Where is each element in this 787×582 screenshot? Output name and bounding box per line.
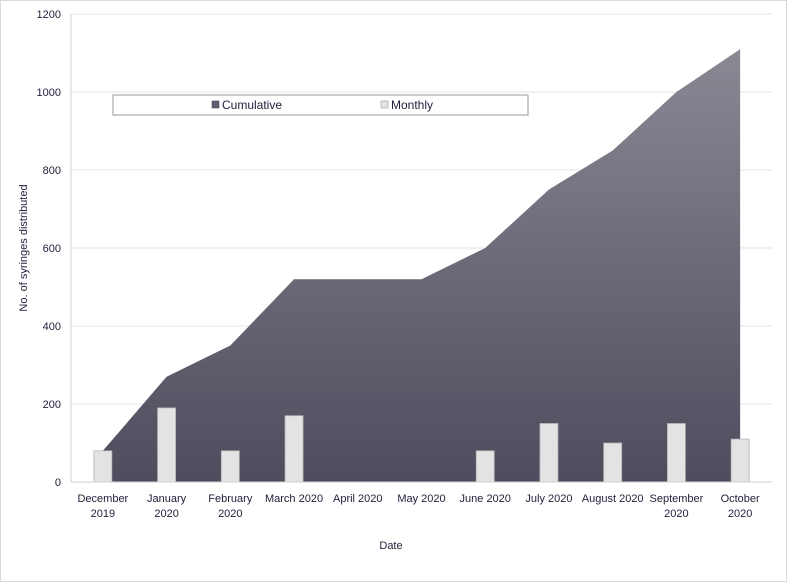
x-tick-label: August 2020 (582, 493, 644, 505)
monthly-series (93, 407, 750, 483)
monthly-bar (157, 407, 176, 483)
legend-cumulative-swatch (211, 100, 220, 109)
x-tick-label: December (77, 493, 128, 505)
legend-monthly-label: Monthly (391, 98, 433, 112)
y-tick-label: 200 (43, 399, 61, 411)
monthly-bar (93, 450, 113, 483)
axes (70, 14, 772, 483)
monthly-bar (667, 423, 686, 483)
x-tick-label: January (147, 493, 187, 505)
y-tick-label: 800 (43, 165, 61, 177)
x-tick-label: 2020 (664, 508, 688, 520)
y-tick-label: 1000 (37, 87, 61, 99)
y-axis-title: No. of syringes distributed (18, 184, 30, 311)
x-tick-label: October (721, 493, 760, 505)
cumulative-series (102, 49, 741, 482)
legend: Cumulative Monthly (112, 94, 529, 116)
x-tick-label: 2019 (91, 508, 115, 520)
monthly-bar (730, 438, 750, 483)
monthly-bar (220, 450, 240, 483)
y-tick-label: 0 (55, 477, 61, 489)
x-tick-label: March 2020 (265, 493, 323, 505)
x-tick-label: June 2020 (460, 493, 511, 505)
x-tick-label: 2020 (728, 508, 752, 520)
x-tick-label: May 2020 (397, 493, 445, 505)
monthly-bar (475, 450, 495, 483)
monthly-bar (539, 423, 559, 483)
x-tick-label: July 2020 (525, 493, 572, 505)
x-tick-label: February (208, 493, 253, 505)
x-tick-label: 2020 (154, 508, 178, 520)
y-tick-label: 400 (43, 321, 61, 333)
x-tick-label: 2020 (218, 508, 242, 520)
y-tick-labels: 0 200 400 600 800 1000 1200 (37, 9, 61, 489)
x-axis-title: Date (379, 540, 402, 552)
x-tick-label: September (650, 493, 704, 505)
monthly-bar (603, 442, 623, 483)
x-tick-label: April 2020 (333, 493, 383, 505)
y-tick-label: 600 (43, 243, 61, 255)
legend-cumulative-label: Cumulative (222, 98, 282, 112)
x-tick-labels: December 2019 January 2020 February 2020 March… (77, 493, 760, 520)
legend-box (112, 94, 529, 116)
legend-monthly-swatch (380, 100, 389, 109)
cumulative-area (102, 49, 741, 482)
monthly-bar (284, 415, 304, 483)
y-tick-label: 1200 (37, 9, 61, 21)
